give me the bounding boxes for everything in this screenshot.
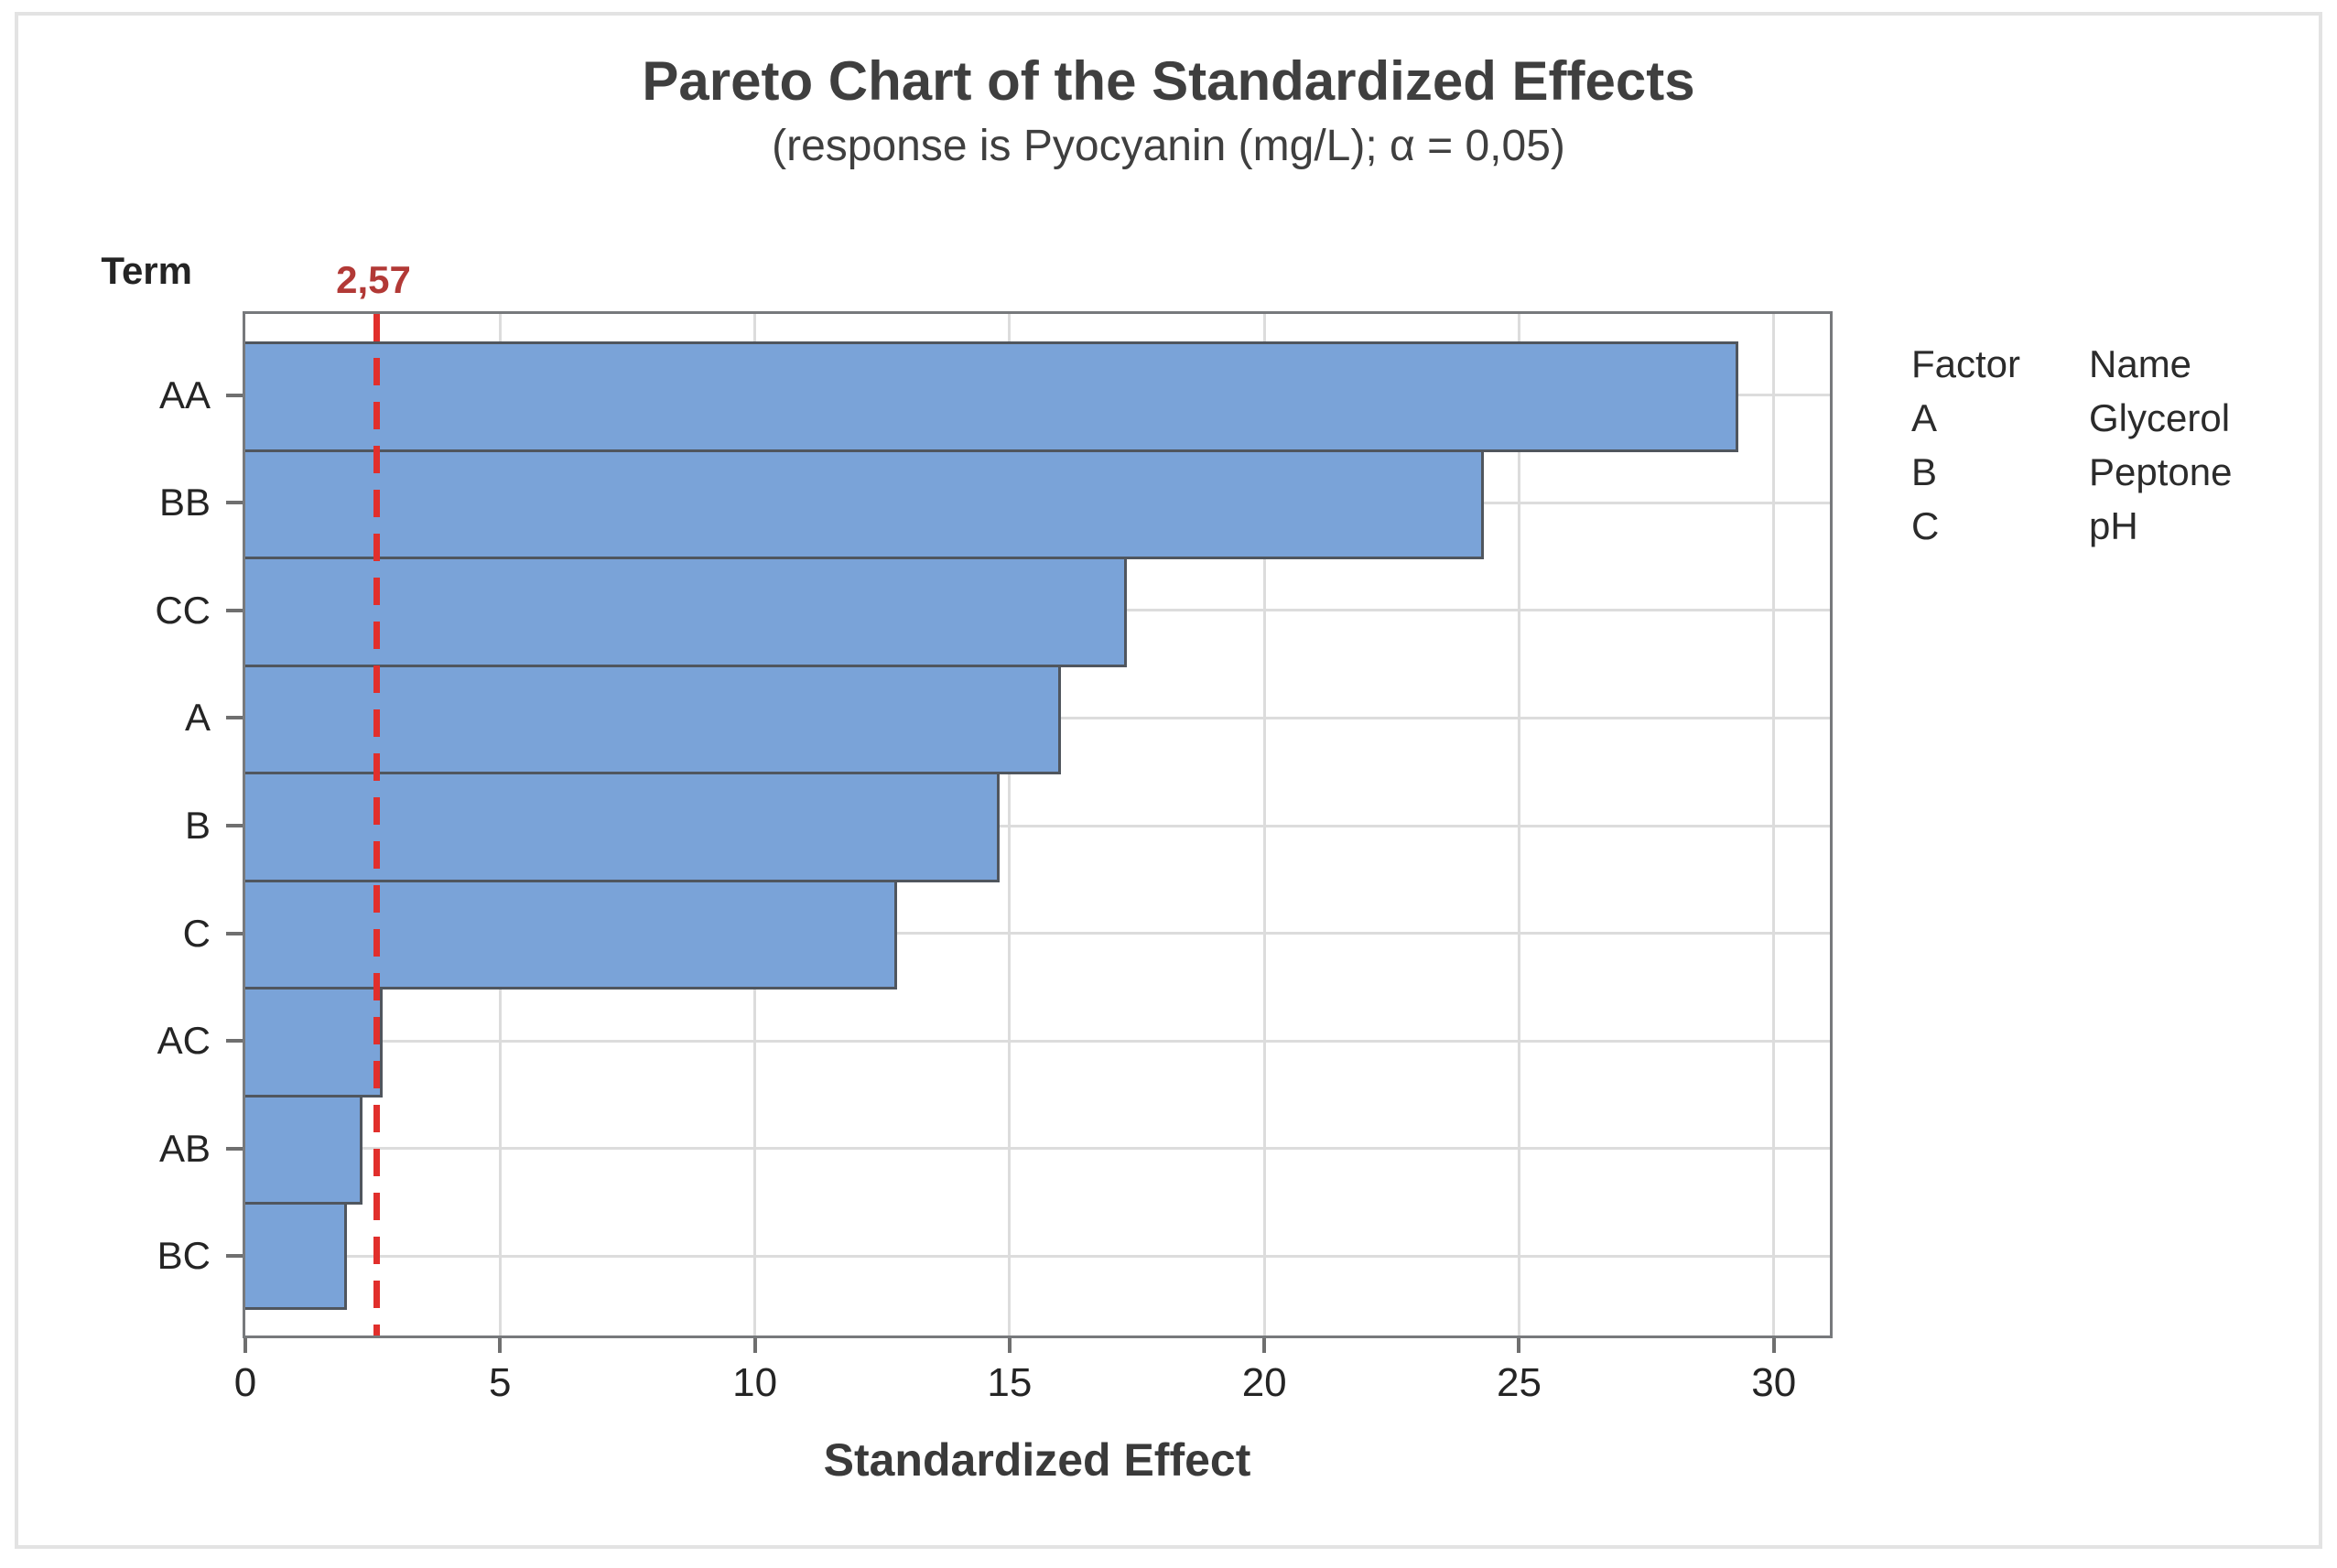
legend-name-c: pH [2089,504,2138,547]
x-tick-label-5: 5 [489,1360,512,1405]
plot-area [243,311,1833,1338]
x-tick [498,1338,503,1353]
y-tick [226,824,243,827]
y-tick [226,608,243,612]
reference-line [373,314,380,1336]
gridline-horizontal [245,1254,1830,1258]
bar-c [245,879,898,990]
y-tick-label-cc: CC [155,588,211,632]
y-tick [226,1146,243,1151]
x-tick-label-0: 0 [233,1360,257,1405]
y-tick [226,1039,243,1044]
y-tick-label-aa: AA [158,373,211,416]
chart-title: Pareto Chart of the Standardized Effects [642,50,1695,112]
bar-ab [245,1094,363,1206]
chart-subtitle: (response is Pyocyanin (mg/L); α = 0,05) [772,122,1565,170]
gridline-horizontal [245,1039,1830,1043]
y-tick [226,393,243,397]
x-tick-label-15: 15 [987,1360,1033,1405]
x-tick-label-20: 20 [1241,1360,1287,1405]
legend-factor-b: B [1911,450,1938,493]
x-tick-label-25: 25 [1496,1360,1542,1405]
x-tick-label-10: 10 [732,1360,778,1405]
gridline-horizontal [245,824,1830,827]
y-tick-label-b: B [184,804,211,847]
y-tick [226,931,243,935]
y-axis-title: Term [101,249,192,292]
x-tick [243,1338,247,1353]
x-tick [1517,1338,1521,1353]
legend-name-a: Glycerol [2089,396,2231,439]
legend-header-factor: Factor [1911,342,2021,385]
reference-line-label: 2,57 [336,258,411,301]
x-axis-title: Standardized Effect [823,1434,1251,1486]
bar-ac [245,987,384,1098]
x-tick [1262,1338,1267,1353]
y-tick-label-bb: BB [158,481,211,524]
x-tick [1771,1338,1776,1353]
y-tick-label-c: C [182,911,211,955]
x-tick [752,1338,757,1353]
legend-name-b: Peptone [2089,450,2233,493]
gridline-horizontal [245,1147,1830,1151]
y-tick-label-ab: AB [158,1126,211,1170]
y-tick [226,501,243,505]
legend-header-name: Name [2089,342,2192,385]
y-tick-label-ac: AC [157,1019,211,1063]
bar-bc [245,1202,348,1310]
chart-border [15,12,2322,1549]
x-tick-label-30: 30 [1751,1360,1797,1405]
x-tick [1007,1338,1012,1353]
bar-b [245,772,1000,882]
y-tick-label-bc: BC [157,1234,211,1278]
bar-aa [245,341,1738,452]
y-tick [226,1254,243,1259]
bar-bb [245,449,1484,560]
y-tick-label-a: A [184,696,211,740]
legend-factor-a: A [1911,396,1938,439]
y-tick [226,716,243,720]
gridline-horizontal [245,932,1830,935]
bar-a [245,664,1061,775]
legend-factor-c: C [1911,504,1940,547]
